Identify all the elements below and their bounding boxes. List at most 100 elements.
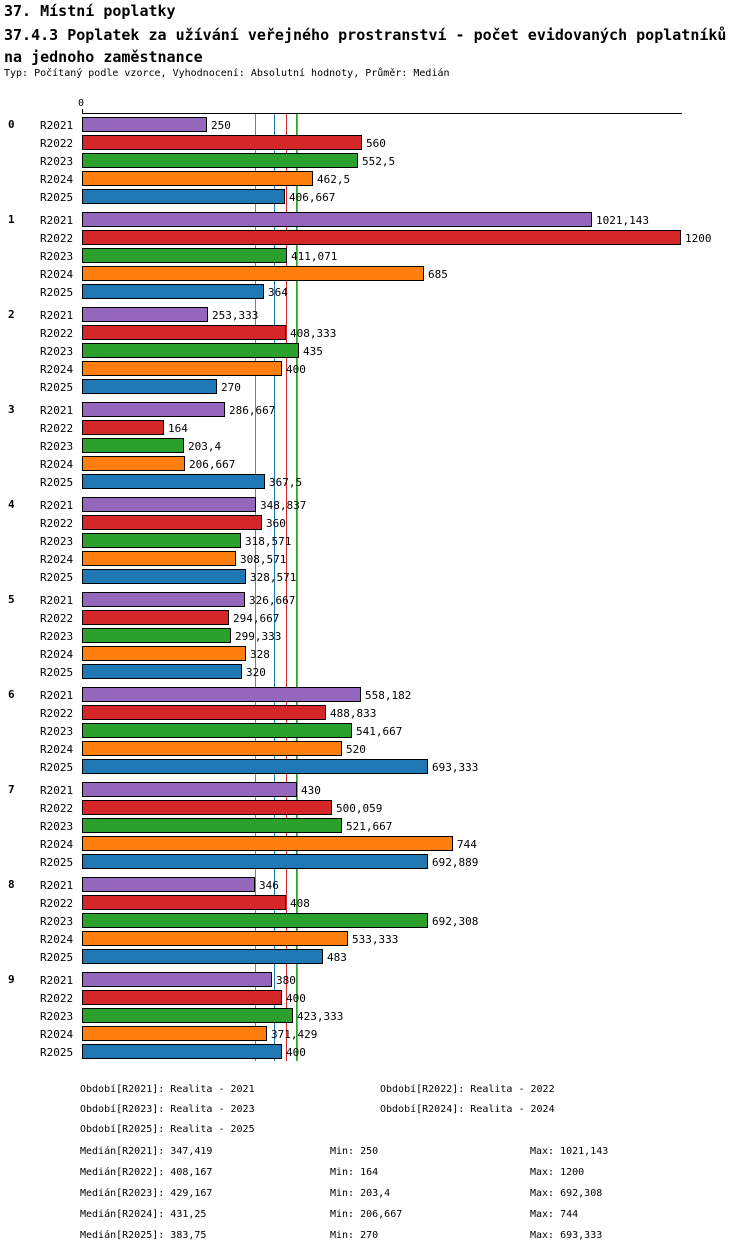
period-row: Období[R2021]: Realita - 2021 Období[R202…	[80, 1084, 680, 1104]
bar-row: R2024 308,571	[0, 550, 750, 568]
value-label: 533,333	[352, 933, 399, 946]
year-label: R2023	[40, 440, 74, 453]
bar-R2025	[82, 759, 428, 774]
value-label: 483	[327, 951, 347, 964]
year-label: R2021	[40, 214, 74, 227]
year-label: R2021	[40, 879, 74, 892]
year-label: R2022	[40, 802, 74, 815]
year-label: R2025	[40, 666, 74, 679]
median-stat: Medián[R2023]: 429,167	[80, 1188, 213, 1199]
bar-R2024	[82, 646, 246, 661]
median-line-R2024	[297, 114, 298, 1061]
bar-R2021	[82, 307, 208, 322]
bar-R2025	[82, 474, 265, 489]
median-line-R2025	[274, 114, 275, 1061]
bar-row: R2025 693,333	[0, 758, 750, 776]
value-label: 346	[259, 879, 279, 892]
bar-R2022	[82, 325, 286, 340]
bar-R2023	[82, 1008, 293, 1023]
year-label: R2022	[40, 137, 74, 150]
value-label: 250	[211, 119, 231, 132]
x-axis-tick	[82, 109, 83, 114]
period-row: Období[R2023]: Realita - 2023 Období[R202…	[80, 1104, 680, 1124]
bar-R2023	[82, 438, 184, 453]
year-label: R2023	[40, 250, 74, 263]
bar-group: 5 R2021 326,667 R2022 294,667 R2023 299,333 R20…	[0, 591, 750, 681]
value-label: 253,333	[212, 309, 259, 322]
bar-R2021	[82, 592, 245, 607]
year-label: R2025	[40, 761, 74, 774]
bar-R2022	[82, 135, 362, 150]
value-label: 400	[286, 363, 306, 376]
value-label: 294,667	[233, 612, 280, 625]
bar-R2025	[82, 1044, 282, 1059]
group-label: 6	[8, 688, 15, 701]
bar-R2025	[82, 569, 246, 584]
bar-row: R2022 1200	[0, 229, 750, 247]
bar-group: 9 R2021 380 R2022 400 R2023 423,333 R2024 371,42…	[0, 971, 750, 1061]
bar-R2024	[82, 836, 453, 851]
bar-row: R2023 435	[0, 342, 750, 360]
bar-row: R2021 430	[0, 781, 750, 799]
bar-row: R2021 1021,143	[0, 211, 750, 229]
group-label: 0	[8, 118, 15, 131]
year-label: R2024	[40, 838, 74, 851]
value-label: 521,667	[346, 820, 393, 833]
bar-R2025	[82, 949, 323, 964]
bar-row: R2021 326,667	[0, 591, 750, 609]
bar-row: R2022 488,833	[0, 704, 750, 722]
max-stat: Max: 1200	[530, 1167, 585, 1178]
value-label: 692,889	[432, 856, 479, 869]
year-label: R2021	[40, 309, 74, 322]
bar-row: R2023 692,308	[0, 912, 750, 930]
stats-row: Medián[R2021]: 347,419 Min: 250 Max: 1021,…	[80, 1146, 608, 1167]
bar-row: R2021 286,667	[0, 401, 750, 419]
bar-row: R2025 406,667	[0, 188, 750, 206]
period-label: Období[R2024]: Realita - 2024	[380, 1104, 555, 1115]
min-stat: Min: 206,667	[330, 1209, 403, 1220]
bar-R2021	[82, 972, 272, 987]
value-label: 299,333	[235, 630, 282, 643]
bar-row: R2024 533,333	[0, 930, 750, 948]
year-label: R2021	[40, 499, 74, 512]
bar-row: R2023 521,667	[0, 817, 750, 835]
bar-R2024	[82, 741, 342, 756]
bar-row: R2021 253,333	[0, 306, 750, 324]
bar-R2024	[82, 171, 313, 186]
year-label: R2024	[40, 743, 74, 756]
bar-R2023	[82, 913, 428, 928]
bar-R2022	[82, 990, 282, 1005]
period-label: Období[R2021]: Realita - 2021	[80, 1084, 255, 1095]
value-label: 164	[168, 422, 188, 435]
value-label: 541,667	[356, 725, 403, 738]
bar-row: R2025 692,889	[0, 853, 750, 871]
year-label: R2022	[40, 992, 74, 1005]
bar-row: R2021 380	[0, 971, 750, 989]
year-label: R2023	[40, 820, 74, 833]
bar-R2024	[82, 266, 424, 281]
value-label: 430	[301, 784, 321, 797]
bar-R2022	[82, 515, 262, 530]
max-stat: Max: 744	[530, 1209, 579, 1220]
value-label: 400	[286, 1046, 306, 1059]
min-stat: Min: 250	[330, 1146, 379, 1157]
bar-row: R2023 318,571	[0, 532, 750, 550]
group-label: 5	[8, 593, 15, 606]
bar-R2025	[82, 379, 217, 394]
value-label: 435	[303, 345, 323, 358]
max-stat: Max: 1021,143	[530, 1146, 609, 1157]
bar-R2021	[82, 497, 256, 512]
year-label: R2023	[40, 155, 74, 168]
value-label: 270	[221, 381, 241, 394]
bar-R2024	[82, 551, 236, 566]
year-label: R2025	[40, 476, 74, 489]
bar-row: R2023 411,071	[0, 247, 750, 265]
value-label: 308,571	[240, 553, 287, 566]
year-label: R2021	[40, 404, 74, 417]
bar-group: 4 R2021 348,837 R2022 360 R2023 318,571 R2024 30…	[0, 496, 750, 586]
bar-R2021	[82, 877, 255, 892]
value-label: 203,4	[188, 440, 222, 453]
year-label: R2025	[40, 191, 74, 204]
year-label: R2021	[40, 689, 74, 702]
value-label: 411,071	[291, 250, 338, 263]
